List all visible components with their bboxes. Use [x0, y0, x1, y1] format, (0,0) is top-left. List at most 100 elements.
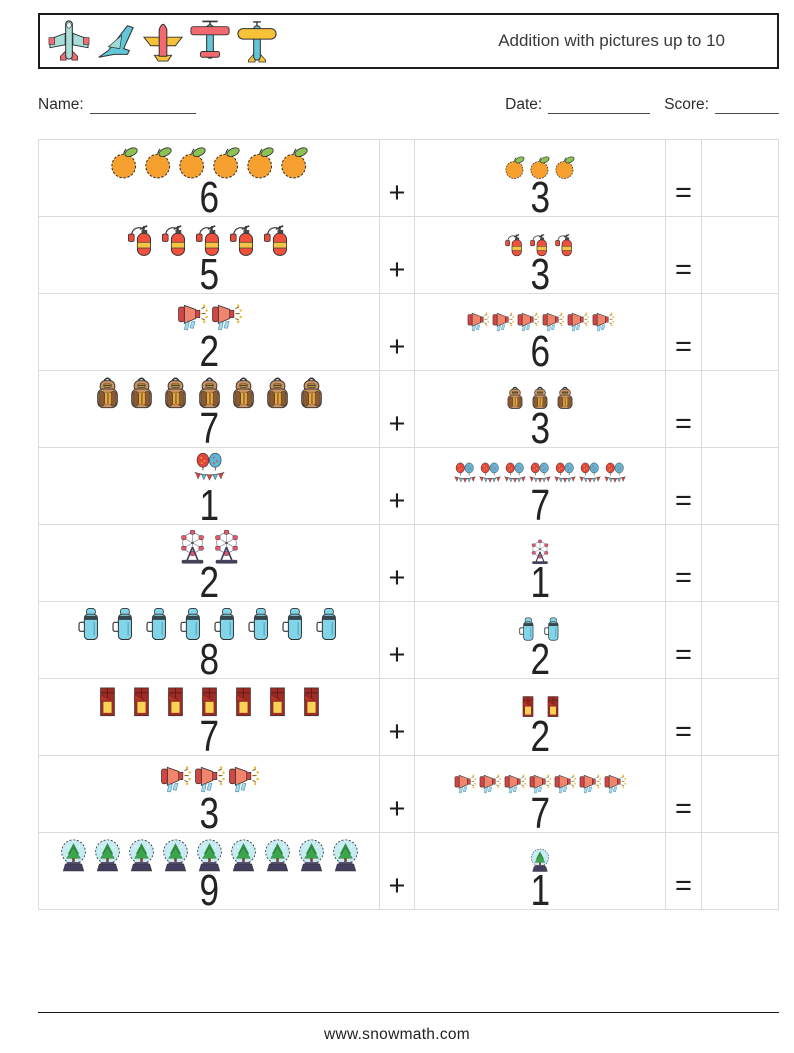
thermos-icon: [244, 606, 277, 642]
thermos-icon: [278, 606, 311, 642]
plus-sign: +: [388, 562, 406, 594]
plus-sign: +: [388, 793, 406, 825]
date-label: Date:: [505, 96, 543, 113]
answer-cell[interactable]: [702, 602, 778, 678]
megaphone-icon: [603, 770, 627, 796]
score-label: Score:: [664, 96, 709, 113]
answer-cell[interactable]: [702, 217, 778, 293]
worksheet-title: Addition with pictures up to 10: [498, 31, 725, 50]
plus-cell: +: [380, 140, 415, 216]
answer-cell[interactable]: [702, 679, 778, 755]
megaphone-icon: [503, 770, 527, 796]
left-operand-cell: 7: [39, 371, 380, 450]
name-input-line[interactable]: [89, 100, 196, 114]
backpack-icon: [91, 375, 124, 411]
backpack-icon: [227, 375, 260, 411]
fire-extinguisher-icon: [261, 221, 294, 257]
party-balloons-icon: [478, 462, 502, 488]
left-count: 5: [199, 249, 219, 299]
right-count: 2: [530, 711, 550, 761]
answer-cell[interactable]: [702, 448, 778, 524]
left-count: 8: [199, 634, 219, 684]
plus-cell: +: [380, 833, 415, 909]
plus-sign: +: [388, 331, 406, 363]
thermos-icon: [74, 606, 107, 642]
logo-planes: [48, 18, 278, 64]
backpack-icon: [125, 375, 158, 411]
equals-sign: =: [675, 562, 692, 594]
score-input-line[interactable]: [715, 100, 779, 114]
equals-sign: =: [675, 870, 692, 902]
answer-cell[interactable]: [702, 756, 778, 832]
plus-sign: +: [388, 408, 406, 440]
snow-globe-icon: [57, 837, 90, 873]
problem-row: 9 + 1 =: [39, 833, 778, 912]
snow-globe-icon: [329, 837, 362, 873]
answer-cell[interactable]: [702, 371, 778, 447]
backpack-icon: [261, 375, 294, 411]
fire-extinguisher-icon: [503, 231, 527, 257]
snow-globe-icon: [125, 837, 158, 873]
right-operand-cell: 2: [415, 679, 666, 761]
equals-cell: =: [666, 679, 702, 755]
orange-icon: [244, 144, 277, 180]
plus-sign: +: [388, 177, 406, 209]
snow-globe-icon: [261, 837, 294, 873]
left-operand-cell: 2: [39, 294, 380, 376]
plus-cell: +: [380, 448, 415, 524]
left-operand-cell: 3: [39, 756, 380, 835]
left-operand-cell: 9: [39, 833, 380, 912]
plane-red-yellow-icon: [142, 18, 184, 64]
chocolate-icon: [125, 683, 158, 719]
equals-sign: =: [675, 485, 692, 517]
student-fields: Name: Date: Score:: [38, 96, 779, 114]
right-operand-cell: 1: [415, 525, 666, 604]
left-operand-cell: 5: [39, 217, 380, 299]
problem-row: 6 + 3 =: [39, 140, 778, 222]
left-count: 2: [199, 326, 219, 376]
problem-row: 3 + 7 =: [39, 756, 778, 835]
plus-cell: +: [380, 756, 415, 832]
thermos-icon: [108, 606, 141, 642]
right-count: 3: [530, 403, 550, 453]
answer-cell[interactable]: [702, 833, 778, 909]
equals-cell: =: [666, 371, 702, 447]
equals-cell: =: [666, 140, 702, 216]
megaphone-icon: [566, 308, 590, 334]
plus-cell: +: [380, 371, 415, 447]
orange-icon: [503, 154, 527, 180]
plus-sign: +: [388, 639, 406, 671]
plus-sign: +: [388, 716, 406, 748]
date-input-line[interactable]: [548, 100, 651, 114]
plane-yellow-icon: [236, 18, 278, 64]
name-label: Name:: [38, 96, 84, 113]
right-operand-cell: 3: [415, 140, 666, 222]
snow-globe-icon: [295, 837, 328, 873]
left-operand-cell: 6: [39, 140, 380, 219]
snow-globe-icon: [227, 837, 260, 873]
answer-cell[interactable]: [702, 140, 778, 216]
answer-cell[interactable]: [702, 294, 778, 370]
equals-sign: =: [675, 331, 692, 363]
snow-globe-icon: [159, 837, 192, 873]
left-operand-cell: 7: [39, 679, 380, 758]
right-count: 6: [530, 326, 550, 376]
plane-side-icon: [95, 18, 137, 64]
problem-row: 5 + 3 =: [39, 217, 778, 299]
backpack-icon: [553, 385, 577, 411]
party-balloons-icon: [453, 462, 477, 488]
chocolate-icon: [261, 683, 294, 719]
megaphone-icon: [491, 308, 515, 334]
left-operand-cell: 1: [39, 448, 380, 527]
left-operand-cell: 8: [39, 602, 380, 684]
right-operand-cell: 2: [415, 602, 666, 681]
chocolate-icon: [159, 683, 192, 719]
right-count: 3: [530, 172, 550, 222]
right-operand-cell: 6: [415, 294, 666, 376]
problem-row: 2 + 1 =: [39, 525, 778, 604]
fire-extinguisher-icon: [125, 221, 158, 257]
worksheet-page: Addition with pictures up to 10 Name: Da…: [38, 0, 779, 912]
fire-extinguisher-icon: [227, 221, 260, 257]
problem-row: 1 + 7 =: [39, 448, 778, 527]
answer-cell[interactable]: [702, 525, 778, 601]
